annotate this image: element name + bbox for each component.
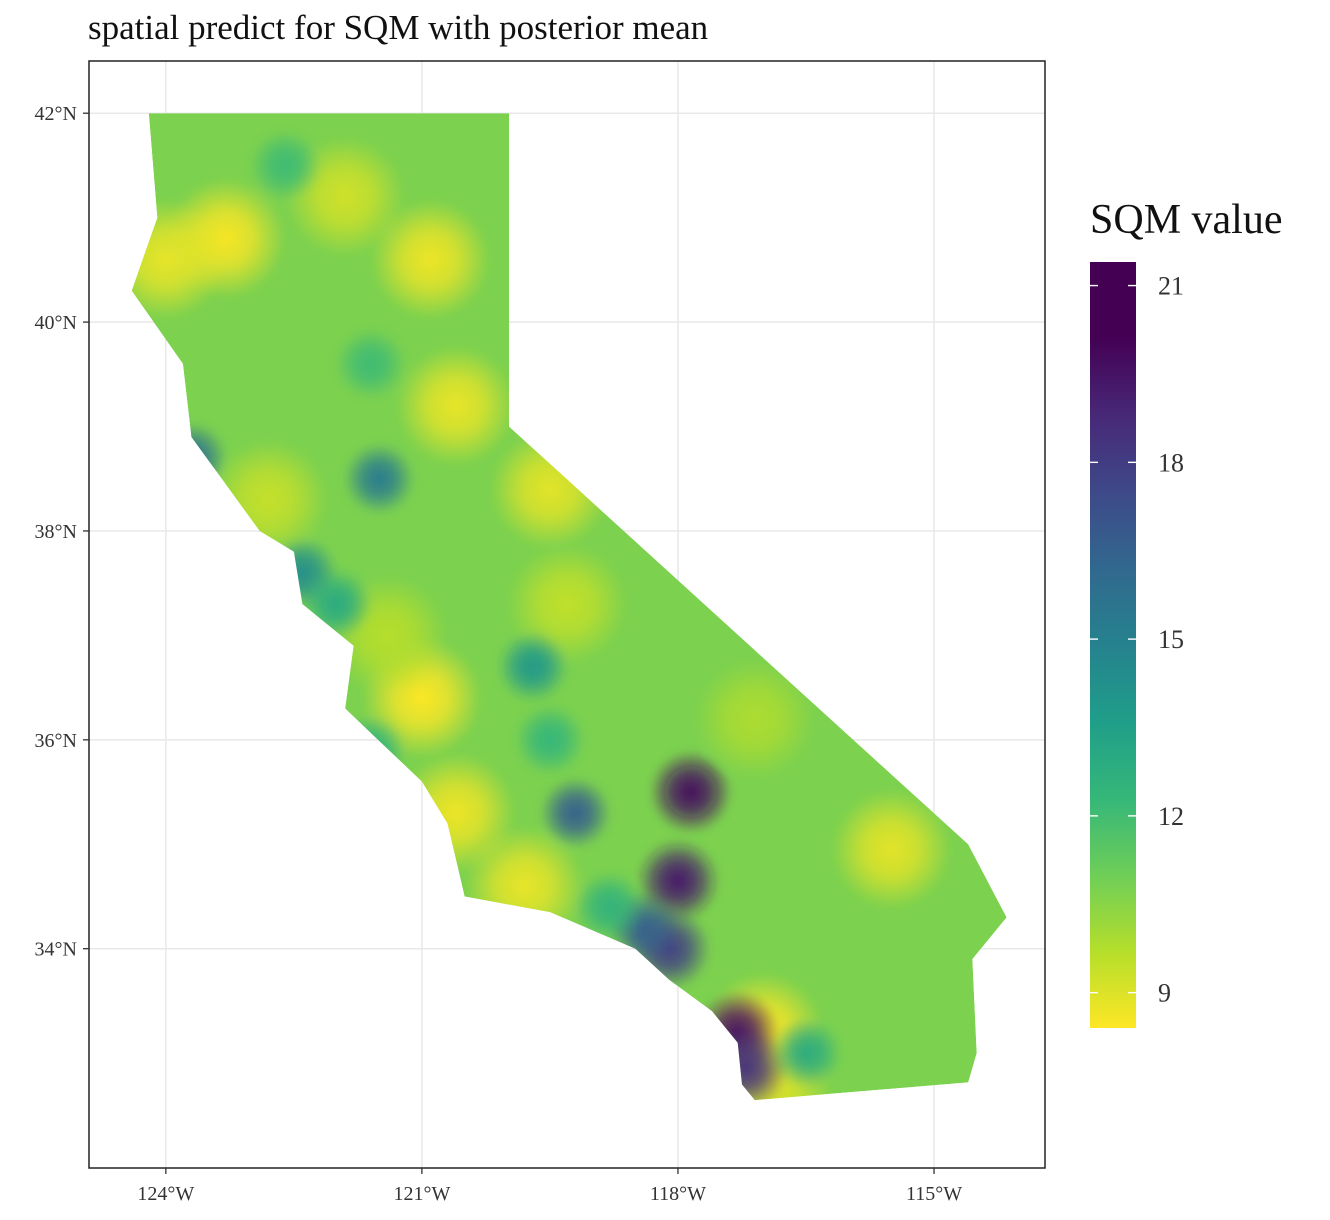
value-spot	[131, 199, 226, 320]
colorbar-tick-label: 15	[1158, 625, 1184, 654]
y-tick-label: 34°N	[35, 939, 77, 961]
colorbar-tick-label: 12	[1158, 802, 1184, 831]
axes: 124°W 121°W 118°W 115°W 34°N 36°N 38°N 40°N 42°N	[35, 103, 963, 1205]
y-tick-label: 38°N	[35, 521, 77, 543]
x-tick-label: 118°W	[650, 1183, 706, 1205]
value-spot	[770, 1017, 842, 1090]
x-tick-label: 115°W	[906, 1183, 962, 1205]
colorbar	[1090, 262, 1136, 1028]
colorbar-tick-label: 18	[1158, 448, 1184, 477]
value-spot	[496, 630, 569, 703]
value-spot	[513, 703, 586, 776]
panel-border	[88, 60, 1046, 1169]
x-tick-label: 121°W	[393, 1183, 450, 1205]
value-spot	[300, 568, 373, 641]
value-spot	[694, 658, 815, 779]
x-tick-label: 124°W	[137, 1183, 194, 1205]
value-spot	[648, 750, 733, 835]
value-spot	[334, 327, 407, 400]
value-spot	[334, 714, 407, 787]
chart-title: spatial predict for SQM with posterior m…	[88, 8, 709, 47]
colorbar-tick-label: 21	[1158, 272, 1184, 301]
y-tick-label: 40°N	[35, 312, 77, 334]
legend-colorbar: 9 12 15 18 21	[1090, 262, 1184, 1028]
y-tick-label: 42°N	[35, 103, 77, 125]
value-spot	[343, 442, 416, 515]
value-spot	[249, 129, 322, 202]
heatmap-surface	[131, 113, 1007, 1101]
legend-title: SQM value	[1090, 197, 1283, 243]
value-spot	[370, 199, 491, 320]
value-spot	[539, 776, 612, 849]
y-tick-label: 36°N	[35, 730, 77, 752]
value-spot	[396, 345, 517, 466]
value-spot	[573, 870, 646, 943]
surface-field	[131, 129, 952, 1101]
value-spot	[831, 789, 952, 910]
value-spot	[489, 429, 610, 550]
colorbar-tick-label: 9	[1158, 979, 1171, 1008]
